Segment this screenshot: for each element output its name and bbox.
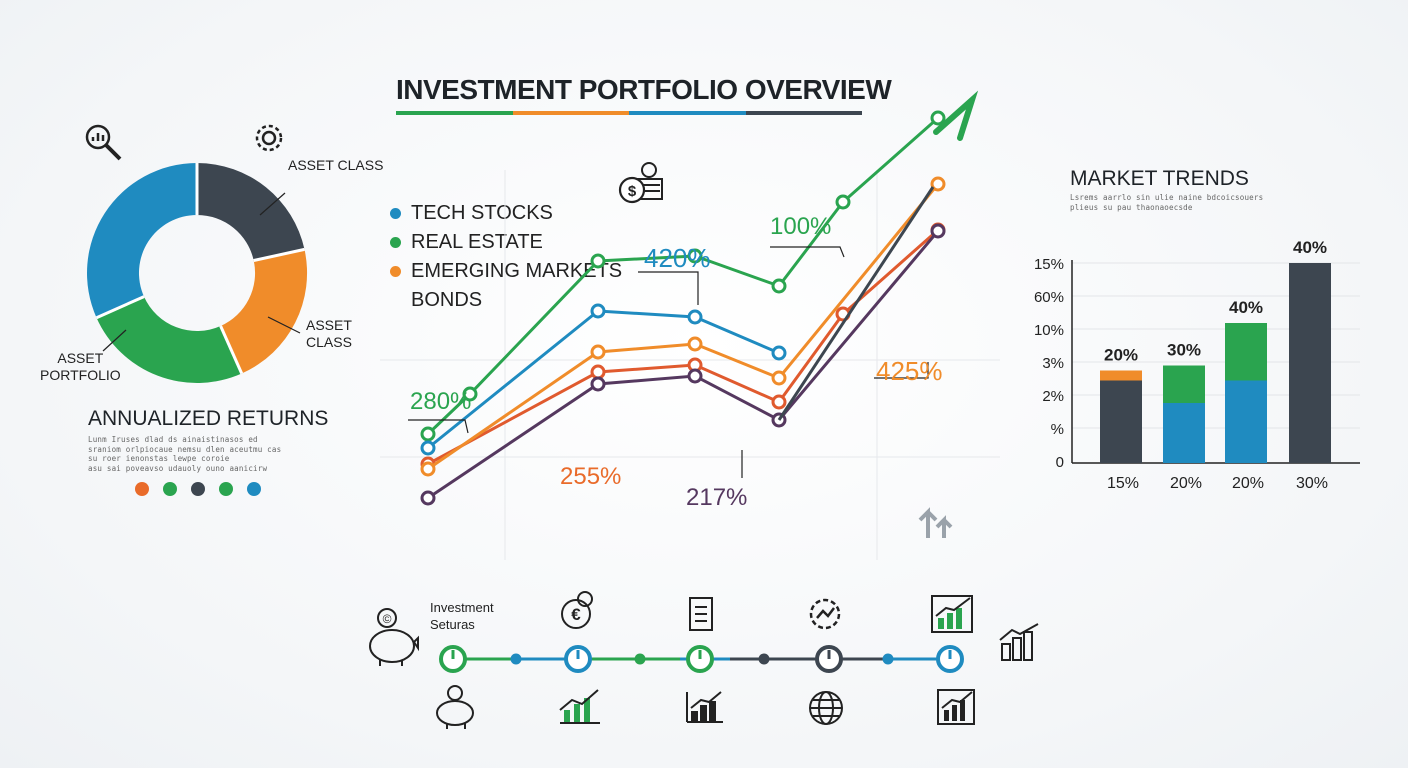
bar-y-tick: 2% bbox=[1042, 388, 1064, 405]
timeline-dot bbox=[510, 653, 522, 665]
bar-segment-orange bbox=[1100, 370, 1142, 381]
series-point bbox=[420, 461, 436, 477]
document-icon bbox=[689, 597, 713, 631]
title-underline bbox=[396, 111, 862, 115]
bar-y-tick: 60% bbox=[1034, 289, 1064, 306]
bar-y-tick: 10% bbox=[1034, 322, 1064, 339]
bar-segment-blue bbox=[1163, 403, 1205, 463]
timeline: © € bbox=[369, 591, 1039, 729]
piggy-bank-icon: © bbox=[369, 608, 419, 666]
donut-label-asset-portfolio: ASSET PORTFOLIO bbox=[40, 350, 121, 383]
donut-label-asset-class-top: ASSET CLASS bbox=[288, 157, 384, 173]
bar-top-label: 40% bbox=[1229, 298, 1263, 317]
series-point bbox=[590, 253, 606, 269]
donut-label-asset-class-right: ASSET CLASS bbox=[306, 317, 352, 350]
bar-y-tick: % bbox=[1051, 421, 1064, 438]
series-point bbox=[590, 303, 606, 319]
up-arrows-icon bbox=[918, 507, 953, 538]
market-trends-bar-chart: 15% 60% 10% 3% 2%% 0 15% 20% 20% 30% 20% 30% 40% 40… bbox=[1034, 238, 1360, 492]
bar-top-label: 30% bbox=[1167, 341, 1201, 360]
bar-segment-dark bbox=[1289, 263, 1331, 463]
legend-tech-stocks: TECH STOCKS bbox=[390, 199, 622, 228]
series-point bbox=[687, 309, 703, 325]
series-point bbox=[771, 345, 787, 361]
market-trends-heading: MARKET TRENDS bbox=[1070, 167, 1249, 190]
growth-chart-icon bbox=[937, 689, 975, 725]
piggy-bank-icon bbox=[436, 685, 474, 729]
search-chart-icon bbox=[85, 124, 122, 161]
series-point bbox=[420, 490, 436, 506]
color-dots bbox=[135, 482, 261, 496]
annualized-returns-heading: ANNUALIZED RETURNS bbox=[88, 407, 329, 430]
donut-segment-blue bbox=[87, 163, 197, 318]
growth-chart-icon bbox=[559, 689, 600, 724]
gear-chart-icon bbox=[809, 598, 841, 630]
bar-y-tick: 0 bbox=[1056, 454, 1064, 471]
series-point bbox=[590, 344, 606, 360]
series-point bbox=[687, 368, 703, 384]
series-point bbox=[930, 110, 946, 126]
timeline-dot bbox=[758, 653, 770, 665]
gear-icon bbox=[255, 124, 283, 152]
bar-segment-green bbox=[1163, 365, 1205, 403]
series-point bbox=[687, 336, 703, 352]
series-line-tech-stocks bbox=[427, 309, 780, 450]
timeline-dot bbox=[882, 653, 894, 665]
series-point bbox=[930, 223, 946, 239]
svg-text:©: © bbox=[383, 612, 392, 626]
annotation-425: 425% bbox=[876, 356, 943, 386]
bar-chart-icon bbox=[686, 691, 723, 723]
donut-segment-green bbox=[96, 296, 242, 383]
bar-segment-dark bbox=[1100, 380, 1142, 463]
series-point bbox=[771, 394, 787, 410]
bar-x-tick: 15% bbox=[1107, 475, 1139, 492]
svg-text:€: € bbox=[571, 605, 581, 624]
euro-coin-icon: € bbox=[561, 591, 593, 629]
page-title: INVESTMENT PORTFOLIO OVERVIEW bbox=[396, 74, 892, 105]
growth-chart-icon bbox=[931, 595, 973, 633]
bar-x-tick: 30% bbox=[1296, 475, 1328, 492]
series-point bbox=[590, 364, 606, 380]
series-line-dark bbox=[777, 186, 935, 421]
line-chart bbox=[380, 90, 1000, 560]
series-point bbox=[420, 440, 436, 456]
globe-icon bbox=[809, 691, 843, 725]
market-trends-body: Lsrems aarrlo sin ulie naine bdcoicsouer… bbox=[1070, 193, 1264, 212]
legend-real-estate: REAL ESTATE bbox=[390, 228, 622, 257]
annotation-420: 420% bbox=[644, 243, 711, 273]
annualized-returns-body: Lunm Iruses dlad ds ainaistinasos ed sra… bbox=[88, 435, 282, 473]
bar-y-tick: 15% bbox=[1034, 256, 1064, 273]
growth-arrowhead bbox=[933, 90, 979, 141]
legend-emerging-markets: EMERGING MARKETS bbox=[390, 257, 622, 286]
series-point bbox=[420, 426, 436, 442]
bar-y-tick: 3% bbox=[1042, 355, 1064, 372]
svg-text:$: $ bbox=[628, 183, 637, 200]
timeline-label: Investment Seturas bbox=[430, 600, 494, 632]
bar-top-label: 20% bbox=[1104, 346, 1138, 365]
annotation-280: 280% bbox=[410, 388, 472, 415]
dollar-coins-icon: $ bbox=[618, 162, 663, 204]
annotation-255: 255% bbox=[560, 463, 622, 490]
series-point bbox=[771, 278, 787, 294]
bar-x-tick: 20% bbox=[1232, 475, 1264, 492]
series-point bbox=[462, 386, 478, 402]
series-point bbox=[771, 370, 787, 386]
line-chart-legend: TECH STOCKS REAL ESTATE EMERGING MARKETS… bbox=[390, 199, 622, 315]
asset-donut-chart bbox=[85, 124, 308, 383]
bar-segment-green bbox=[1225, 323, 1267, 381]
bar-x-tick: 20% bbox=[1170, 475, 1202, 492]
series-point bbox=[687, 248, 703, 264]
series-point bbox=[930, 176, 946, 192]
series-point bbox=[590, 376, 606, 392]
series-point bbox=[835, 194, 851, 210]
bar-growth-icon bbox=[999, 623, 1039, 661]
timeline-dot bbox=[634, 653, 646, 665]
annotation-100: 100% bbox=[770, 213, 832, 240]
legend-bonds: BONDS bbox=[411, 289, 483, 311]
annotation-217: 217% bbox=[686, 484, 748, 511]
bar-segment-blue bbox=[1225, 380, 1267, 463]
donut-segment-orange bbox=[220, 249, 308, 374]
bar-top-label: 40% bbox=[1293, 238, 1327, 257]
donut-segment-dark bbox=[197, 162, 305, 261]
